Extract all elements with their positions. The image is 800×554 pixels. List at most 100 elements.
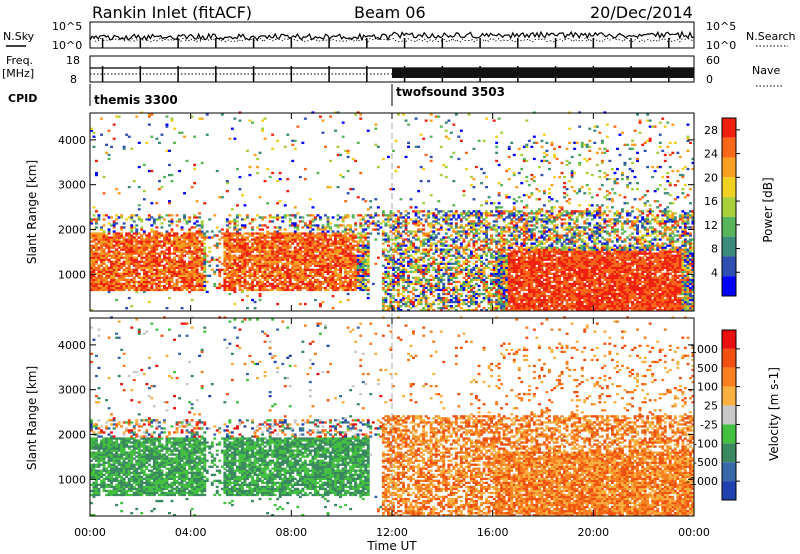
heatmap-cell xyxy=(188,242,192,245)
heatmap-cell xyxy=(465,218,468,221)
heatmap-cell xyxy=(331,216,335,219)
heatmap-cell xyxy=(276,260,280,263)
heatmap-cell xyxy=(298,302,302,306)
heatmap-cell xyxy=(495,302,499,306)
heatmap-cell xyxy=(417,230,421,233)
heatmap-cell xyxy=(447,278,451,281)
heatmap-cell xyxy=(472,250,476,253)
heatmap-cell xyxy=(507,302,511,306)
heatmap-cell xyxy=(122,286,126,290)
heatmap-cell xyxy=(482,240,486,243)
heatmap-cell xyxy=(414,250,418,253)
heatmap-cell xyxy=(505,268,509,271)
heatmap-cell xyxy=(424,232,428,235)
heatmap-cell xyxy=(173,244,176,247)
heatmap-cell xyxy=(447,210,451,213)
heatmap-cell xyxy=(233,284,237,288)
heatmap-cell xyxy=(480,240,483,243)
heatmap-cell xyxy=(387,214,390,217)
heatmap-cell xyxy=(233,226,237,229)
heatmap-cell xyxy=(150,252,154,255)
heatmap-cell xyxy=(422,248,426,251)
heatmap-cell xyxy=(434,234,438,237)
heatmap-cell xyxy=(258,246,262,249)
heatmap-cell xyxy=(314,242,317,245)
heatmap-cell xyxy=(444,216,448,219)
heatmap-cell xyxy=(281,274,285,277)
heatmap-cell xyxy=(137,286,141,290)
heatmap-cell xyxy=(485,294,488,298)
heatmap-cell xyxy=(271,260,275,263)
heatmap-cell xyxy=(170,180,174,183)
freq-right-tick-bottom: 0 xyxy=(706,73,713,86)
heatmap-cell xyxy=(163,268,166,271)
heatmap-cell xyxy=(316,224,320,227)
heatmap-cell xyxy=(442,300,446,304)
heatmap-cell xyxy=(92,280,96,284)
heatmap-cell xyxy=(306,242,310,245)
heatmap-cell xyxy=(429,284,433,288)
heatmap-cell xyxy=(485,117,488,120)
heatmap-cell xyxy=(145,272,149,275)
heatmap-cell xyxy=(356,262,360,265)
heatmap-cell xyxy=(449,224,453,227)
heatmap-cell xyxy=(371,220,375,223)
heatmap-cell xyxy=(482,307,486,310)
heatmap-cell xyxy=(268,175,272,179)
heatmap-cell xyxy=(467,240,471,243)
heatmap-cell xyxy=(381,278,385,281)
heatmap-cell xyxy=(510,282,514,286)
heatmap-cell xyxy=(147,254,151,257)
heatmap-cell xyxy=(407,230,410,233)
heatmap-cell xyxy=(271,216,275,219)
heatmap-cell xyxy=(102,224,106,227)
heatmap-cell xyxy=(278,256,282,259)
heatmap-cell xyxy=(465,260,468,263)
heatmap-cell xyxy=(173,248,176,251)
heatmap-cell xyxy=(364,222,368,225)
heatmap-cell xyxy=(414,268,418,271)
heatmap-cell xyxy=(195,240,199,243)
heatmap-cell xyxy=(429,212,433,215)
heatmap-cell xyxy=(402,276,405,279)
heatmap-cell xyxy=(115,256,119,259)
heatmap-cell xyxy=(444,175,448,179)
heatmap-cell xyxy=(477,254,481,257)
heatmap-cell xyxy=(311,234,315,237)
heatmap-cell xyxy=(268,246,272,249)
heatmap-cell xyxy=(356,236,360,239)
heatmap-cell xyxy=(432,258,436,261)
heatmap-cell xyxy=(434,288,438,292)
heatmap-cell xyxy=(278,252,282,255)
heatmap-cell xyxy=(278,238,282,241)
heatmap-cell xyxy=(92,266,96,269)
heatmap-cell xyxy=(507,244,511,247)
heatmap-cell xyxy=(409,280,413,284)
heatmap-cell xyxy=(422,290,426,294)
heatmap-cell xyxy=(122,246,126,249)
heatmap-cell xyxy=(185,244,189,247)
heatmap-cell xyxy=(394,139,398,142)
heatmap-cell xyxy=(381,214,385,217)
heatmap-cell xyxy=(303,256,307,259)
heatmap-cell xyxy=(251,282,254,286)
heatmap-cell xyxy=(424,305,428,308)
heatmap-cell xyxy=(439,309,443,312)
heatmap-cell xyxy=(223,264,227,267)
heatmap-cell xyxy=(185,280,189,284)
heatmap-cell xyxy=(243,262,247,265)
heatmap-cell xyxy=(185,262,189,265)
heatmap-cell xyxy=(150,248,154,251)
heatmap-cell xyxy=(465,309,468,312)
heatmap-cell xyxy=(510,250,514,253)
heatmap-cell xyxy=(359,214,363,217)
heatmap-cell xyxy=(480,244,483,247)
heatmap-cell xyxy=(329,280,332,284)
heatmap-cell xyxy=(286,214,290,217)
heatmap-cell xyxy=(152,250,156,253)
heatmap-cell xyxy=(218,196,222,199)
heatmap-cell xyxy=(447,282,451,286)
heatmap-cell xyxy=(437,266,441,269)
heatmap-cell xyxy=(173,264,176,267)
heatmap-cell xyxy=(193,248,197,251)
